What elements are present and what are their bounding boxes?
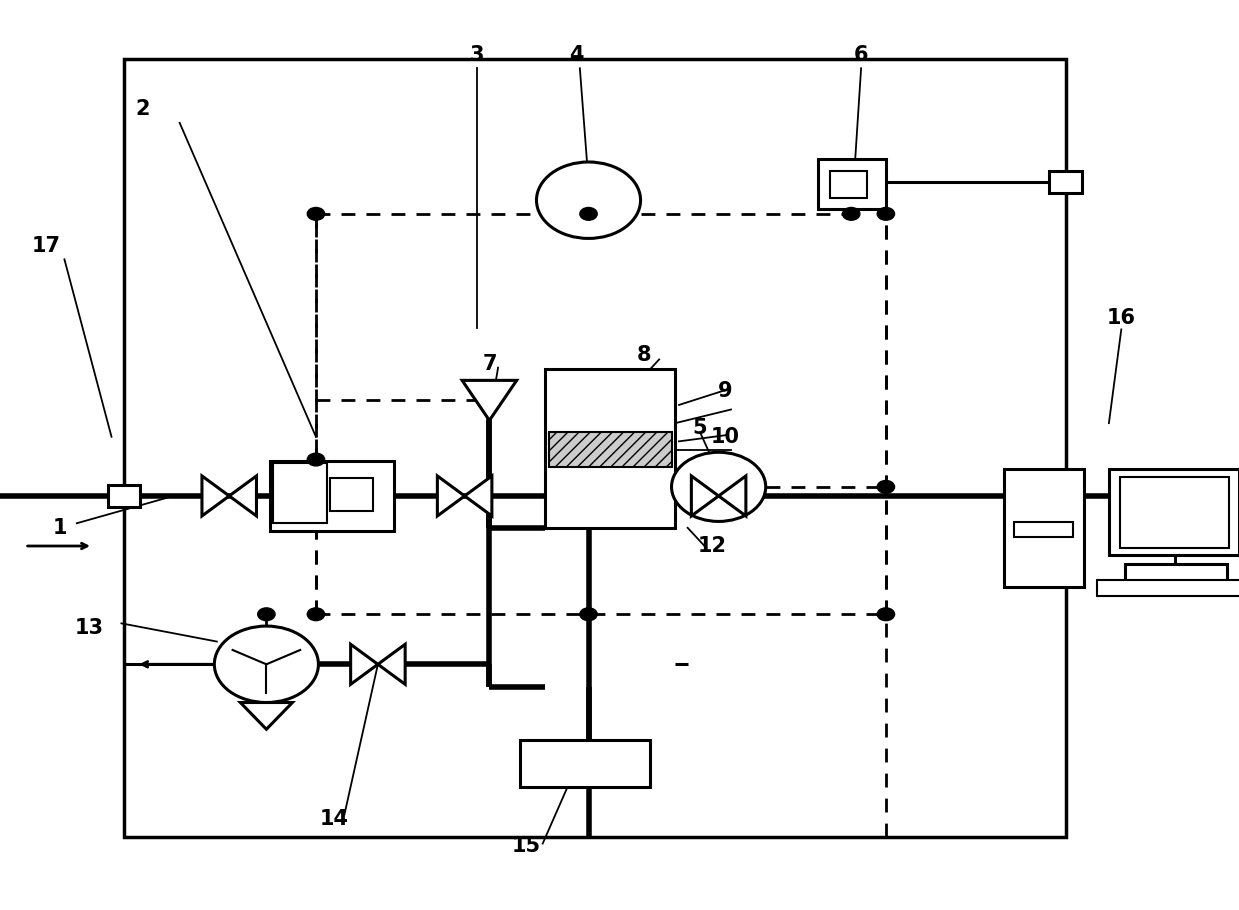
Text: 14: 14 (320, 809, 349, 829)
Circle shape (877, 480, 895, 493)
Circle shape (307, 608, 325, 621)
Bar (1120, 477, 1229, 548)
Polygon shape (240, 703, 292, 729)
Bar (1097, 580, 1239, 596)
Circle shape (307, 453, 325, 466)
Text: 8: 8 (637, 345, 652, 365)
Bar (1004, 469, 1084, 587)
Polygon shape (437, 476, 465, 516)
Text: 17: 17 (31, 236, 61, 256)
Text: 16: 16 (1106, 308, 1136, 329)
Polygon shape (351, 644, 378, 684)
Bar (1109, 469, 1239, 555)
Circle shape (877, 608, 895, 621)
Text: 1: 1 (52, 518, 67, 538)
Text: 11: 11 (710, 472, 740, 492)
Text: 13: 13 (74, 618, 104, 638)
Bar (818, 159, 886, 209)
Circle shape (843, 207, 860, 220)
Polygon shape (378, 644, 405, 684)
Bar (124, 59, 1066, 837)
Text: 7: 7 (482, 354, 497, 374)
Polygon shape (202, 476, 229, 516)
Bar (830, 171, 867, 198)
Polygon shape (691, 476, 719, 516)
Circle shape (672, 452, 766, 521)
Circle shape (214, 626, 318, 703)
Circle shape (580, 207, 597, 220)
Polygon shape (462, 380, 517, 420)
Circle shape (307, 207, 325, 220)
Bar (545, 369, 675, 528)
Text: 15: 15 (512, 836, 541, 856)
Polygon shape (719, 476, 746, 516)
Bar (108, 485, 140, 507)
Polygon shape (229, 476, 256, 516)
Text: 3: 3 (470, 45, 484, 65)
Circle shape (258, 608, 275, 621)
Text: 2: 2 (135, 99, 150, 119)
Bar (1125, 564, 1227, 581)
Circle shape (580, 608, 597, 621)
Bar (270, 461, 394, 531)
Text: 9: 9 (717, 381, 732, 401)
Text: 6: 6 (854, 45, 869, 65)
Text: 5: 5 (693, 418, 707, 438)
Text: 4: 4 (569, 45, 584, 65)
Circle shape (536, 162, 641, 238)
Text: 10: 10 (710, 427, 740, 447)
Bar (330, 478, 373, 511)
Text: 12: 12 (698, 536, 727, 556)
Bar (1014, 522, 1073, 537)
Bar (273, 463, 327, 523)
Polygon shape (465, 476, 492, 516)
Bar (549, 432, 672, 468)
Bar (520, 740, 650, 787)
Bar (1049, 485, 1082, 507)
Bar (1049, 171, 1082, 193)
Circle shape (877, 207, 895, 220)
